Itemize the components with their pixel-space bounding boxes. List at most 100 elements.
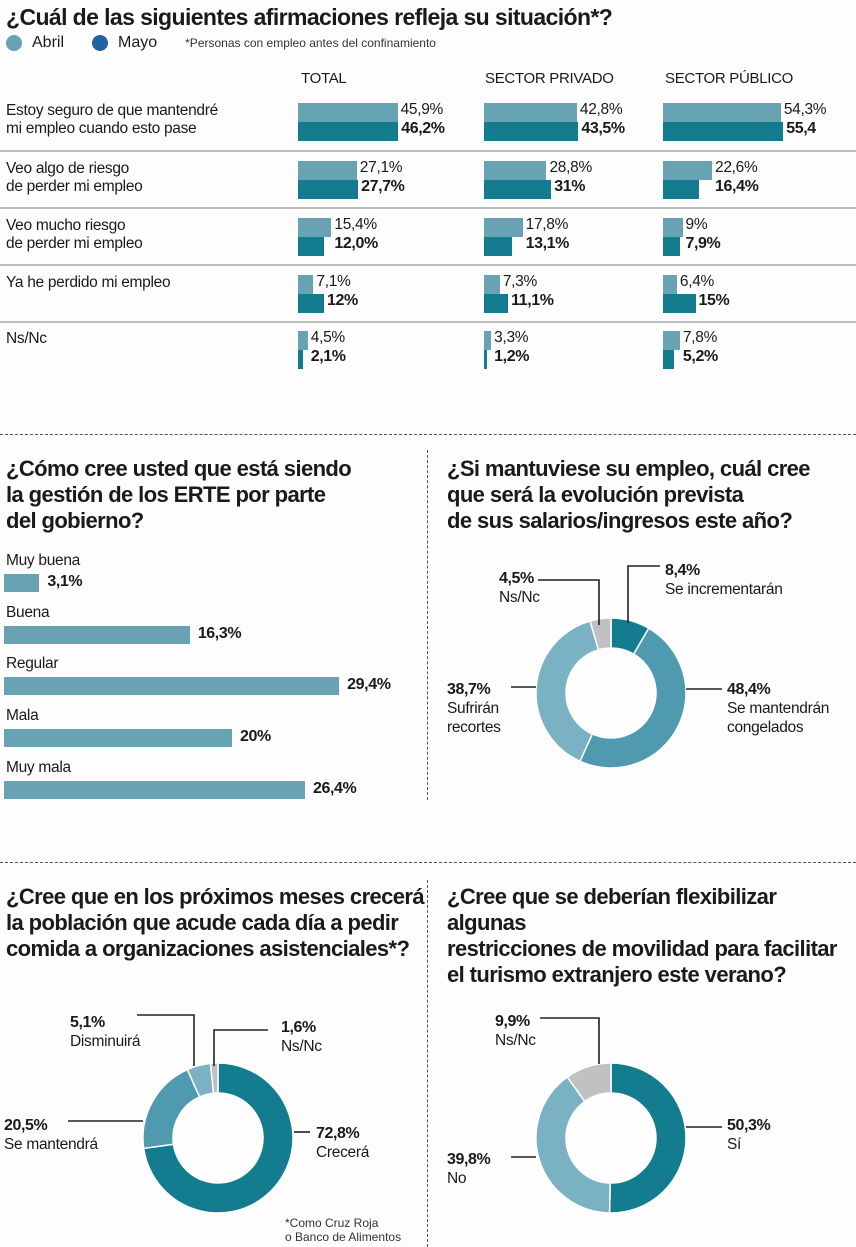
erte-label: Buena	[6, 604, 50, 621]
food-title-line: la población que acude cada día a pedir	[6, 910, 399, 935]
donut-label: 4,5% Ns/Nc	[499, 569, 540, 607]
bar-abril	[663, 331, 680, 350]
salary-donut	[535, 617, 687, 769]
bar-abril	[663, 161, 713, 180]
value-mayo: 12%	[327, 292, 358, 309]
row-label-line: mi empleo cuando esto pase	[6, 120, 197, 137]
bar-mayo	[484, 294, 509, 313]
donut-label: 39,8% No	[447, 1150, 491, 1188]
row-label: Estoy seguro de que mantendré mi empleo c…	[6, 102, 218, 138]
column-divider	[427, 450, 428, 800]
donut-slice	[142, 1068, 201, 1150]
bar-mayo	[663, 122, 784, 141]
donut-label-text: congelados	[727, 719, 804, 736]
value-abril: 7,1%	[316, 273, 351, 290]
donut-slice	[142, 1062, 294, 1214]
value-abril: 42,8%	[579, 101, 623, 118]
value-abril: 22,6%	[715, 159, 758, 176]
section-divider	[0, 862, 856, 863]
donut-label-pct: 1,6%	[281, 1019, 316, 1036]
erte-value: 26,4%	[312, 780, 357, 797]
tourism-title-line: el turismo extranjero este verano?	[447, 962, 787, 987]
bar-mayo	[298, 237, 325, 256]
bar-mayo	[298, 180, 359, 199]
bar-abril	[484, 331, 492, 350]
column-header-privado: SECTOR PRIVADO	[485, 70, 614, 87]
value-abril: 54,3%	[783, 101, 827, 118]
salary-title-line: ¿Si mantuviese su empleo, cuál cree	[447, 456, 811, 481]
erte-title-line: ¿Cómo cree usted que está siendo	[6, 456, 352, 481]
value-abril: 4,5%	[310, 329, 345, 346]
row-separator	[0, 264, 856, 266]
legend-note: *Personas con empleo antes del confinami…	[185, 36, 436, 50]
donut-slice	[535, 620, 600, 763]
row-label: Veo algo de riesgo de perder mi empleo	[6, 160, 143, 196]
food-title-line: ¿Cree que en los próximos meses crecerá	[6, 884, 425, 909]
footnote-line: o Banco de Alimentos	[285, 1230, 402, 1244]
donut-label-text: Se mantendrá	[4, 1136, 98, 1153]
donut-label: 72,8% Crecerá	[316, 1124, 369, 1162]
bar-abril	[298, 161, 357, 180]
value-mayo: 13,1%	[525, 235, 570, 252]
bar-mayo	[663, 237, 681, 256]
erte-bar	[4, 781, 305, 799]
donut-slice	[589, 617, 612, 651]
value-mayo: 31%	[554, 178, 586, 195]
donut-label-pct: 39,8%	[447, 1151, 491, 1168]
tourism-donut	[535, 1062, 687, 1214]
bar-mayo	[484, 180, 552, 199]
donut-label-text: Ns/Nc	[499, 589, 540, 606]
donut-label: 48,4% Se mantendrán congelados	[727, 680, 829, 737]
donut-label-text: Sí	[727, 1136, 742, 1153]
bar-abril	[298, 331, 308, 350]
value-mayo: 16,4%	[715, 178, 759, 195]
tourism-title: ¿Cree que se deberían flexibilizar algun…	[447, 884, 856, 988]
value-abril: 7,3%	[502, 273, 537, 290]
value-abril: 28,8%	[549, 159, 592, 176]
value-mayo: 55,4	[786, 120, 816, 137]
value-abril: 9%	[685, 216, 708, 233]
leader-line	[540, 1017, 600, 1064]
salary-title: ¿Si mantuviese su empleo, cuál cree que …	[447, 456, 811, 534]
bar-mayo	[663, 350, 675, 369]
row-label: Ya he perdido mi empleo	[6, 274, 171, 292]
value-abril: 17,8%	[525, 216, 569, 233]
erte-label: Muy buena	[6, 552, 80, 569]
erte-label: Regular	[6, 655, 59, 672]
leader-line	[137, 1014, 195, 1066]
value-abril: 7,8%	[682, 329, 718, 346]
bar-abril	[298, 275, 314, 294]
donut-label-text: Crecerá	[316, 1144, 370, 1161]
column-header-publico: SECTOR PÚBLICO	[665, 70, 794, 87]
donut-label-pct: 72,8%	[316, 1125, 360, 1142]
donut-label-text: recortes	[447, 719, 501, 736]
footnote-line: *Como Cruz Roja	[285, 1216, 379, 1230]
donut-label: 9,9% Ns/Nc	[495, 1012, 536, 1050]
row-label-line: Ns/Nc	[6, 330, 47, 347]
value-abril: 45,9%	[400, 101, 444, 118]
donut-slice	[209, 1062, 219, 1095]
erte-value: 29,4%	[347, 676, 391, 693]
value-abril: 3,3%	[494, 329, 529, 346]
row-separator	[0, 321, 856, 323]
bar-abril	[663, 275, 677, 294]
row-label-line: Ya he perdido mi empleo	[6, 274, 171, 291]
donut-label-pct: 8,4%	[665, 562, 700, 579]
donut-label-pct: 48,4%	[727, 681, 771, 698]
donut-label-pct: 5,1%	[70, 1014, 105, 1031]
value-mayo: 7,9%	[685, 235, 721, 252]
donut-label: 20,5% Se mantendrá	[4, 1116, 98, 1154]
column-divider	[427, 880, 428, 1247]
leader-line	[213, 1029, 268, 1066]
legend-mayo-label: Mayo	[118, 34, 158, 51]
salary-title-line: que será la evolución prevista	[447, 482, 744, 507]
food-title: ¿Cree que en los próximos meses crecerá …	[6, 884, 425, 962]
erte-value: 3,1%	[47, 573, 83, 590]
donut-slice	[608, 1062, 687, 1214]
bar-abril	[663, 218, 683, 237]
bar-mayo	[484, 350, 487, 369]
erte-bar	[4, 677, 340, 695]
bar-abril	[484, 275, 500, 294]
bar-abril	[484, 161, 547, 180]
legend-mayo-swatch	[92, 35, 109, 51]
